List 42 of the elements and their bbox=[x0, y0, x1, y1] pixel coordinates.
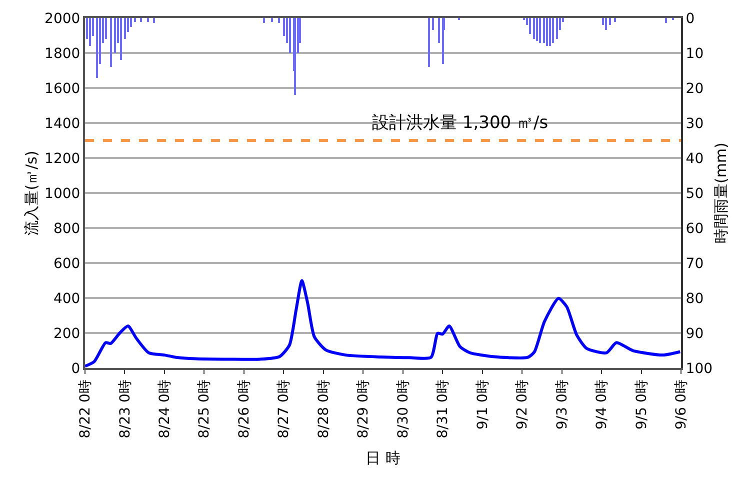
x-tick-label: 8/22 0時 bbox=[78, 380, 94, 438]
y-tick-label: 1800 bbox=[44, 46, 80, 62]
x-tick-label: 8/27 0時 bbox=[276, 380, 292, 438]
y-tick-label: 1600 bbox=[44, 80, 80, 97]
y-tick-label: 2000 bbox=[44, 10, 80, 27]
y-tick-label: 200 bbox=[53, 326, 80, 342]
x-tick-label: 8/30 0時 bbox=[395, 380, 412, 438]
y2-tick-label: 100 bbox=[686, 360, 713, 377]
y-tick-label: 0 bbox=[71, 360, 80, 377]
x-tick-label: 9/4 0時 bbox=[594, 380, 610, 430]
y2-axis-title: 時間雨量(mm) bbox=[712, 142, 730, 244]
x-tick-label: 9/1 0時 bbox=[474, 380, 491, 430]
x-tick-label: 9/6 0時 bbox=[674, 380, 690, 430]
x-tick-label: 8/23 0時 bbox=[117, 380, 134, 438]
y-axis-title: 流入量(㎥/s) bbox=[22, 150, 40, 236]
y-tick-label: 1200 bbox=[44, 150, 80, 167]
y-tick-label: 400 bbox=[53, 290, 80, 307]
y2-tick-label: 40 bbox=[686, 150, 704, 167]
y2-tick-label: 20 bbox=[686, 80, 704, 97]
y2-tick-label: 10 bbox=[686, 46, 704, 62]
x-tick-label: 9/5 0時 bbox=[634, 380, 650, 430]
y2-tick-label: 80 bbox=[686, 290, 704, 307]
x-tick-label: 9/3 0時 bbox=[554, 380, 570, 430]
y-tick-label: 1000 bbox=[44, 186, 80, 202]
x-tick-label: 8/31 0時 bbox=[435, 380, 452, 438]
x-tick-label: 8/29 0時 bbox=[356, 380, 372, 438]
y2-tick-label: 30 bbox=[686, 116, 704, 132]
y2-tick-label: 90 bbox=[686, 326, 704, 342]
x-tick-label: 8/25 0時 bbox=[196, 380, 213, 438]
y-tick-label: 800 bbox=[53, 220, 80, 237]
y-tick-label: 600 bbox=[53, 256, 80, 272]
y-tick-label: 1400 bbox=[44, 116, 80, 132]
y2-tick-label: 60 bbox=[686, 220, 704, 237]
y2-tick-label: 70 bbox=[686, 256, 704, 272]
x-tick-label: 8/24 0時 bbox=[157, 380, 174, 438]
x-axis-title: 日 時 bbox=[366, 448, 400, 467]
ref-line-label: 設計洪水量 1,300 ㎥/s bbox=[372, 113, 548, 133]
y2-tick-label: 0 bbox=[686, 10, 695, 27]
y2-tick-label: 50 bbox=[686, 186, 704, 202]
x-tick-label: 9/2 0時 bbox=[514, 380, 531, 430]
x-tick-label: 8/28 0時 bbox=[316, 380, 332, 438]
x-tick-label: 8/26 0時 bbox=[236, 380, 252, 438]
